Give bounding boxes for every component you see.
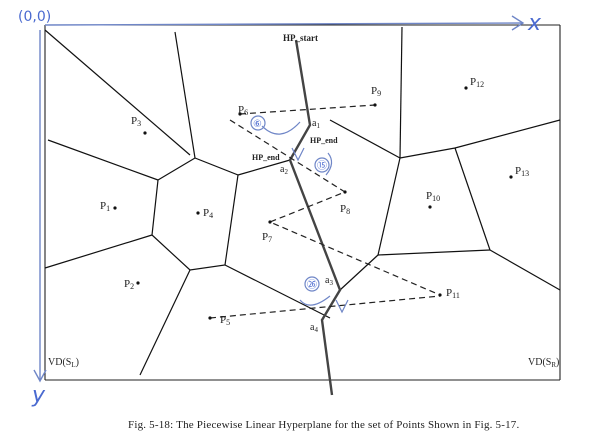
label-p13: P13: [515, 165, 529, 178]
circled-mark-2: ⑮: [317, 160, 327, 172]
label-p9: P9: [371, 85, 381, 98]
y-axis-label: y: [31, 383, 46, 408]
left-voronoi-edges: [44, 29, 331, 376]
point-labels: P1 P2 P3 P4 P5 P6 P7 P8 P9 P10 P11 P12 P…: [100, 76, 529, 327]
intersection-labels: a1 a2 a3 a4: [280, 118, 333, 334]
label-p7: P7: [262, 231, 272, 244]
label-p2: P2: [124, 278, 134, 291]
hand-annotations: [261, 121, 349, 314]
circled-mark-1: ⑥: [253, 119, 262, 130]
label-p6: P6: [238, 104, 248, 117]
vd-right-label: VD(SR): [528, 357, 559, 369]
label-a4: a4: [310, 322, 318, 334]
axes-annotation: [33, 15, 525, 383]
hyperplane-path: [288, 39, 342, 396]
label-p10: P10: [426, 190, 440, 203]
label-a2: a2: [280, 164, 288, 176]
label-p4: P4: [203, 207, 213, 220]
x-axis-label: x: [527, 11, 542, 36]
circled-marks: ⑥ ⑮ ㉖: [250, 115, 330, 292]
label-a3: a3: [325, 275, 333, 287]
figure-caption: Fig. 5-18: The Piecewise Linear Hyperpla…: [128, 419, 520, 431]
hp-end-label-1: HP_end: [310, 136, 338, 145]
label-p3: P3: [131, 115, 141, 128]
label-p12: P12: [470, 76, 484, 89]
label-p5: P5: [220, 314, 230, 327]
y-axis-arrowhead: [33, 369, 47, 383]
circled-mark-3: ㉖: [307, 279, 317, 291]
point-markers: [113, 86, 513, 320]
dashed-connections: [209, 104, 441, 319]
vd-left-label: VD(SL): [48, 357, 79, 369]
x-axis-arrowhead: [511, 15, 525, 31]
label-a1: a1: [312, 118, 320, 130]
x-axis-arrow: [44, 22, 524, 26]
label-p1: P1: [100, 200, 110, 213]
hp-end-label-2: HP_end: [252, 153, 280, 162]
label-p11: P11: [446, 287, 460, 300]
label-p8: P8: [340, 203, 350, 216]
origin-label: (0,0): [18, 9, 51, 25]
right-voronoi-edges: [329, 26, 561, 291]
hp-start-label: HP_start: [283, 33, 318, 43]
